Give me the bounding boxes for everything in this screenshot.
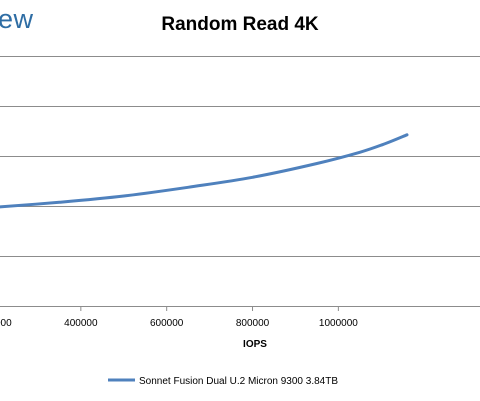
x-tick-label-2: 600000 <box>150 318 184 329</box>
x-tick-label-3: 800000 <box>236 318 270 329</box>
x-tick-label-1: 400000 <box>64 318 98 329</box>
x-axis-ticks: 200000 400000 600000 800000 1000000 <box>0 306 358 329</box>
site-logo: ew <box>0 4 34 34</box>
x-tick-label-4: 1000000 <box>319 318 358 329</box>
x-tick-label-0: 200000 <box>0 318 12 329</box>
series-group <box>0 133 409 209</box>
gridlines <box>0 56 480 307</box>
series-line-0 <box>0 133 409 209</box>
legend: Sonnet Fusion Dual U.2 Micron 9300 3.84T… <box>108 376 338 387</box>
legend-label: Sonnet Fusion Dual U.2 Micron 9300 3.84T… <box>139 376 338 387</box>
x-axis-label: IOPS <box>243 339 267 350</box>
chart-title: Random Read 4K <box>161 14 319 35</box>
